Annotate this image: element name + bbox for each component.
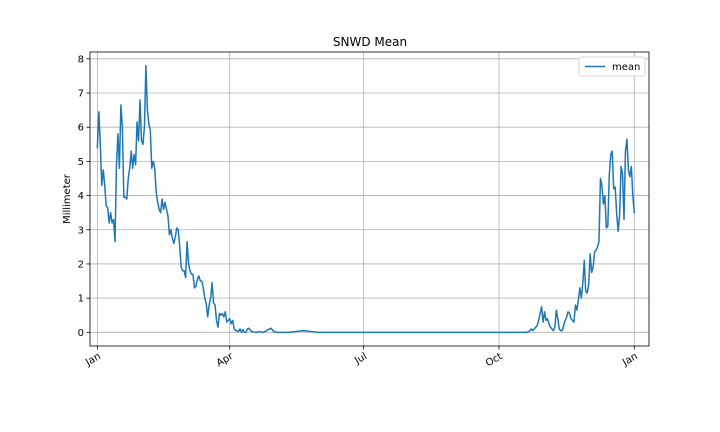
y-tick-label: 3 (78, 225, 84, 236)
y-axis: 0 1 2 3 4 5 6 7 8 (78, 54, 90, 339)
legend-box (578, 56, 646, 77)
legend-label-mean: mean (612, 62, 640, 73)
legend: mean (578, 56, 646, 77)
grid (90, 52, 649, 346)
y-tick-label: 7 (78, 89, 84, 100)
y-tick-label: 8 (78, 54, 84, 65)
y-tick-label: 0 (78, 328, 84, 339)
chart-title: SNWD Mean (333, 35, 407, 49)
y-axis-label: Millimeter (62, 173, 73, 224)
y-tick-label: 4 (78, 191, 84, 202)
plot-area-frame (89, 51, 650, 347)
y-tick-label: 1 (78, 294, 84, 305)
series (96, 64, 636, 334)
y-tick-label: 5 (78, 157, 84, 168)
y-tick-label: 2 (78, 259, 84, 270)
series-line-mean (96, 64, 636, 334)
y-tick-label: 6 (78, 123, 84, 134)
